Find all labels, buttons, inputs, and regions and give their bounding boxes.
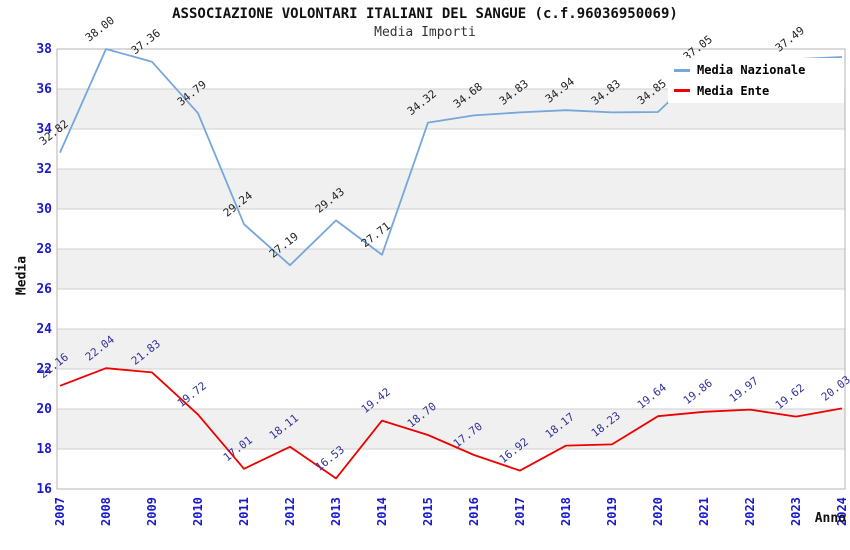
x-tick-label: 2022 [743,497,757,526]
x-tick-label: 2017 [513,497,527,526]
y-tick-label: 28 [36,242,52,257]
legend-swatch-icon [674,89,690,93]
x-tick-label: 2015 [421,497,435,526]
x-tick-label: 2019 [605,497,619,526]
legend-swatch-icon [674,68,690,72]
series-line-media-ente [59,367,843,480]
y-tick-label: 24 [36,322,52,337]
y-tick-label: 22 [36,362,52,377]
x-tick-label: 2024 [835,497,849,526]
x-tick-label: 2008 [99,497,113,526]
x-tick-label: 2016 [467,497,481,526]
y-tick-label: 30 [36,202,52,217]
plot-band [57,209,845,249]
y-tick-label: 20 [36,402,52,417]
x-tick-label: 2014 [375,497,389,526]
plot-band [57,409,845,449]
x-tick-label: 2020 [651,497,665,526]
y-tick-label: 18 [36,442,52,457]
y-tick-label: 38 [36,42,52,57]
x-tick-label: 2018 [559,497,573,526]
x-tick-label: 2010 [191,497,205,526]
legend-item: Media Ente [674,84,844,98]
chart-title: ASSOCIAZIONE VOLONTARI ITALIANI DEL SANG… [172,6,678,22]
legend-label: Media Nazionale [697,63,806,78]
x-tick-label: 2011 [237,497,251,526]
plot-band [57,369,845,409]
x-tick-label: 2021 [697,497,711,526]
x-tick-label: 2013 [329,497,343,526]
y-tick-label: 34 [36,122,52,137]
plot-border [56,48,846,490]
plot-band [57,449,845,489]
plot-band [57,329,845,369]
y-tick-label: 36 [36,82,52,97]
y-tick-label: 32 [36,162,52,177]
chart-subtitle: Media Importi [374,25,476,40]
plot-band [57,289,845,329]
x-tick-label: 2007 [53,497,67,526]
plot-band [57,249,845,289]
y-tick-label: 26 [36,282,52,297]
legend: Media Nazionale Media Ente [668,58,844,103]
x-tick-label: 2009 [145,497,159,526]
x-tick-label: 2012 [283,497,297,526]
legend-label: Media Ente [697,83,770,98]
y-tick-label: 16 [36,482,52,497]
plot-band [57,129,845,169]
y-axis-title: Media [14,255,30,296]
x-axis-title: Anno [814,511,846,526]
legend-item: Media Nazionale [674,63,844,77]
plot-band [57,169,845,209]
x-tick-label: 2023 [789,497,803,526]
